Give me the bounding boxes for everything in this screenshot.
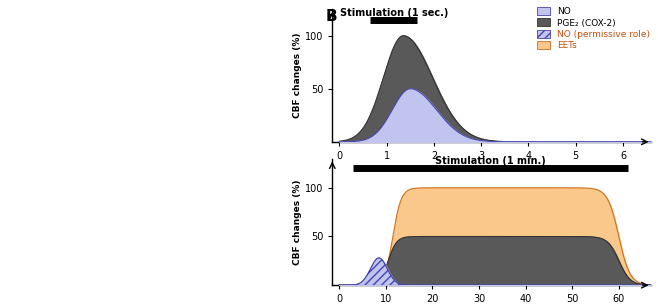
X-axis label: Time (sec.): Time (sec.) <box>461 163 522 174</box>
Y-axis label: CBF changes (%): CBF changes (%) <box>293 179 302 265</box>
Text: Stimulation (1 sec.): Stimulation (1 sec.) <box>340 8 448 18</box>
Y-axis label: CBF changes (%): CBF changes (%) <box>293 33 302 118</box>
Legend: NO, PGE₂ (COX-2), NO (permissive role), EETs: NO, PGE₂ (COX-2), NO (permissive role), … <box>537 7 650 50</box>
Text: B: B <box>326 9 338 24</box>
Text: Stimulation (1 min.): Stimulation (1 min.) <box>436 156 546 167</box>
